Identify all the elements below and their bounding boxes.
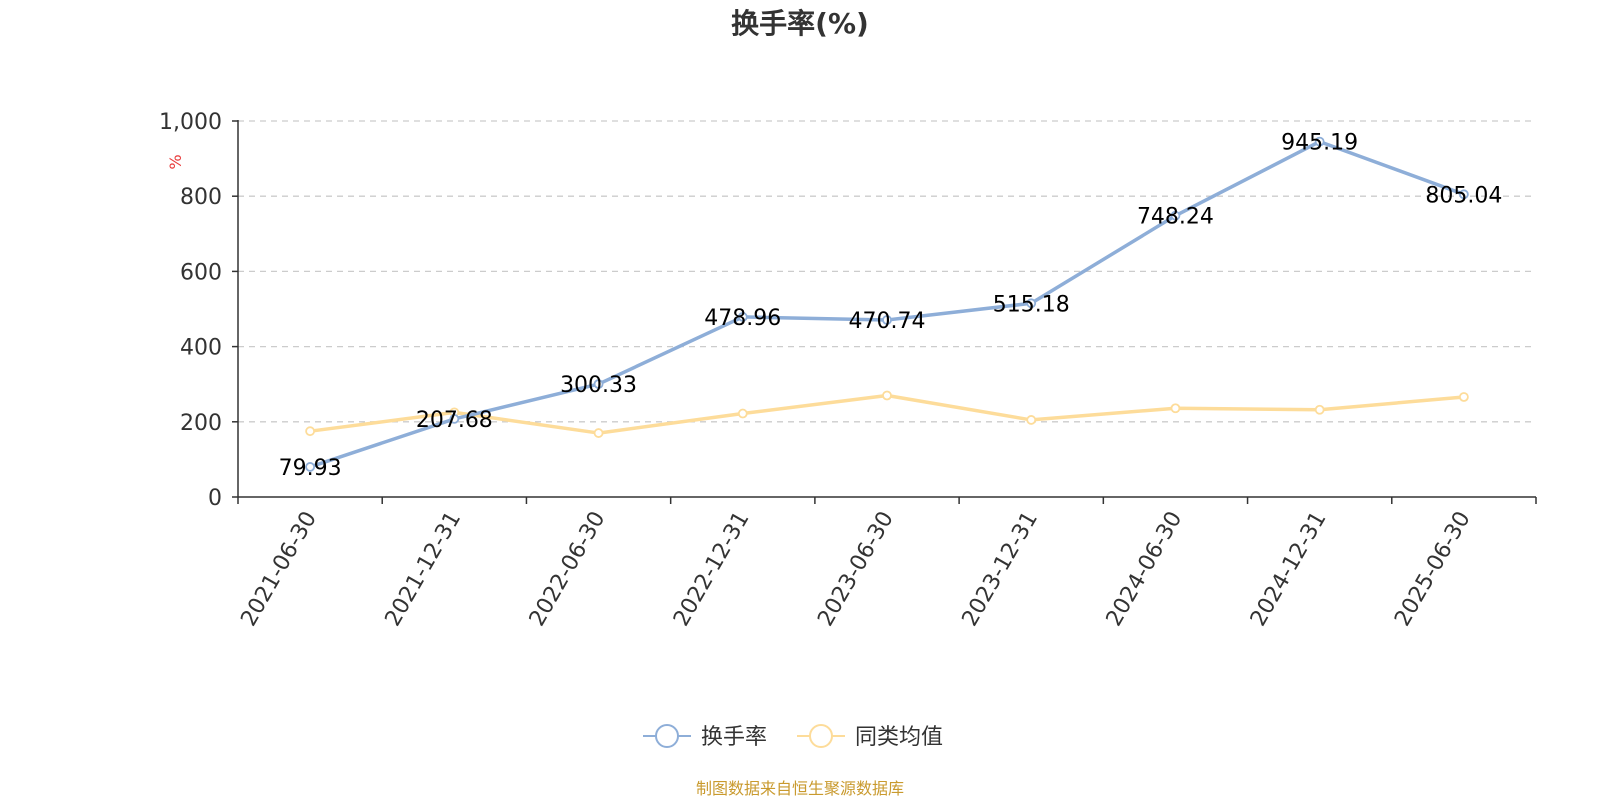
x-tick-label: 2024-06-30 bbox=[1102, 507, 1188, 630]
data-label: 79.93 bbox=[279, 456, 342, 481]
series-layer bbox=[305, 136, 1469, 472]
data-label: 805.04 bbox=[1425, 183, 1502, 208]
x-tick-label: 2021-12-31 bbox=[381, 507, 467, 630]
series-point-0 bbox=[1026, 298, 1037, 309]
y-axis-unit: % bbox=[166, 154, 185, 169]
series-point-1 bbox=[1170, 403, 1181, 414]
x-tick-label: 2022-12-31 bbox=[669, 507, 755, 630]
series-point-0 bbox=[305, 462, 316, 472]
y-tick-label: 400 bbox=[180, 336, 222, 361]
y-tick-label: 600 bbox=[180, 260, 222, 285]
series-point-0 bbox=[1458, 189, 1469, 200]
data-label: 478.96 bbox=[704, 306, 781, 331]
legend-item-0[interactable]: 换手率 bbox=[643, 724, 767, 750]
data-label: 945.19 bbox=[1281, 131, 1358, 156]
data-labels: 79.93 207.68 300.33 478.96 470.74 515.18 748.2… bbox=[279, 131, 1503, 481]
series-point-0 bbox=[449, 414, 460, 424]
legend-label: 换手率 bbox=[701, 725, 767, 750]
chart-title: 换手率(%) bbox=[731, 7, 869, 40]
data-label: 300.33 bbox=[560, 373, 637, 398]
source-note: 制图数据来自恒生聚源数据库 bbox=[696, 779, 904, 798]
x-tick-label: 2022-06-30 bbox=[525, 507, 611, 630]
legend[interactable]: 换手率 同类均值 bbox=[643, 724, 943, 750]
grid-lines bbox=[238, 120, 1536, 423]
y-tick-label: 200 bbox=[180, 411, 222, 436]
legend-swatch-marker bbox=[809, 724, 833, 748]
data-label: 207.68 bbox=[416, 408, 493, 433]
legend-label: 同类均值 bbox=[855, 725, 943, 750]
x-tick-label: 2023-12-31 bbox=[958, 507, 1044, 630]
x-tick-label: 2023-06-30 bbox=[813, 507, 899, 630]
series-point-0 bbox=[882, 315, 892, 325]
data-label: 470.74 bbox=[849, 309, 926, 334]
x-tick-label: 2024-12-31 bbox=[1246, 507, 1332, 630]
series-point-1 bbox=[593, 428, 604, 438]
series-point-0 bbox=[1170, 210, 1181, 221]
series-point-0 bbox=[737, 312, 748, 322]
y-tick-label: 0 bbox=[208, 486, 222, 511]
legend-swatch-marker bbox=[655, 724, 679, 748]
series-point-0 bbox=[593, 379, 604, 389]
series-point-1 bbox=[737, 408, 748, 419]
x-tick-label: 2025-06-30 bbox=[1390, 507, 1476, 630]
x-tick-label: 2021-06-30 bbox=[236, 507, 322, 630]
series-point-1 bbox=[1314, 404, 1325, 415]
data-label: 515.18 bbox=[993, 292, 1070, 317]
data-label: 748.24 bbox=[1137, 205, 1214, 230]
axes: 0 200 400 600 800 1,000 2021-06-30 2021-12-31 20… bbox=[159, 110, 1537, 631]
series-point-1 bbox=[1026, 415, 1037, 425]
series-point-1 bbox=[882, 390, 892, 401]
legend-item-1[interactable]: 同类均值 bbox=[797, 724, 943, 750]
y-tick-label: 800 bbox=[180, 185, 222, 210]
y-tick-label: 1,000 bbox=[159, 110, 222, 135]
series-point-1 bbox=[1458, 392, 1469, 402]
series-point-1 bbox=[305, 426, 316, 437]
series-point-0 bbox=[1314, 136, 1325, 147]
